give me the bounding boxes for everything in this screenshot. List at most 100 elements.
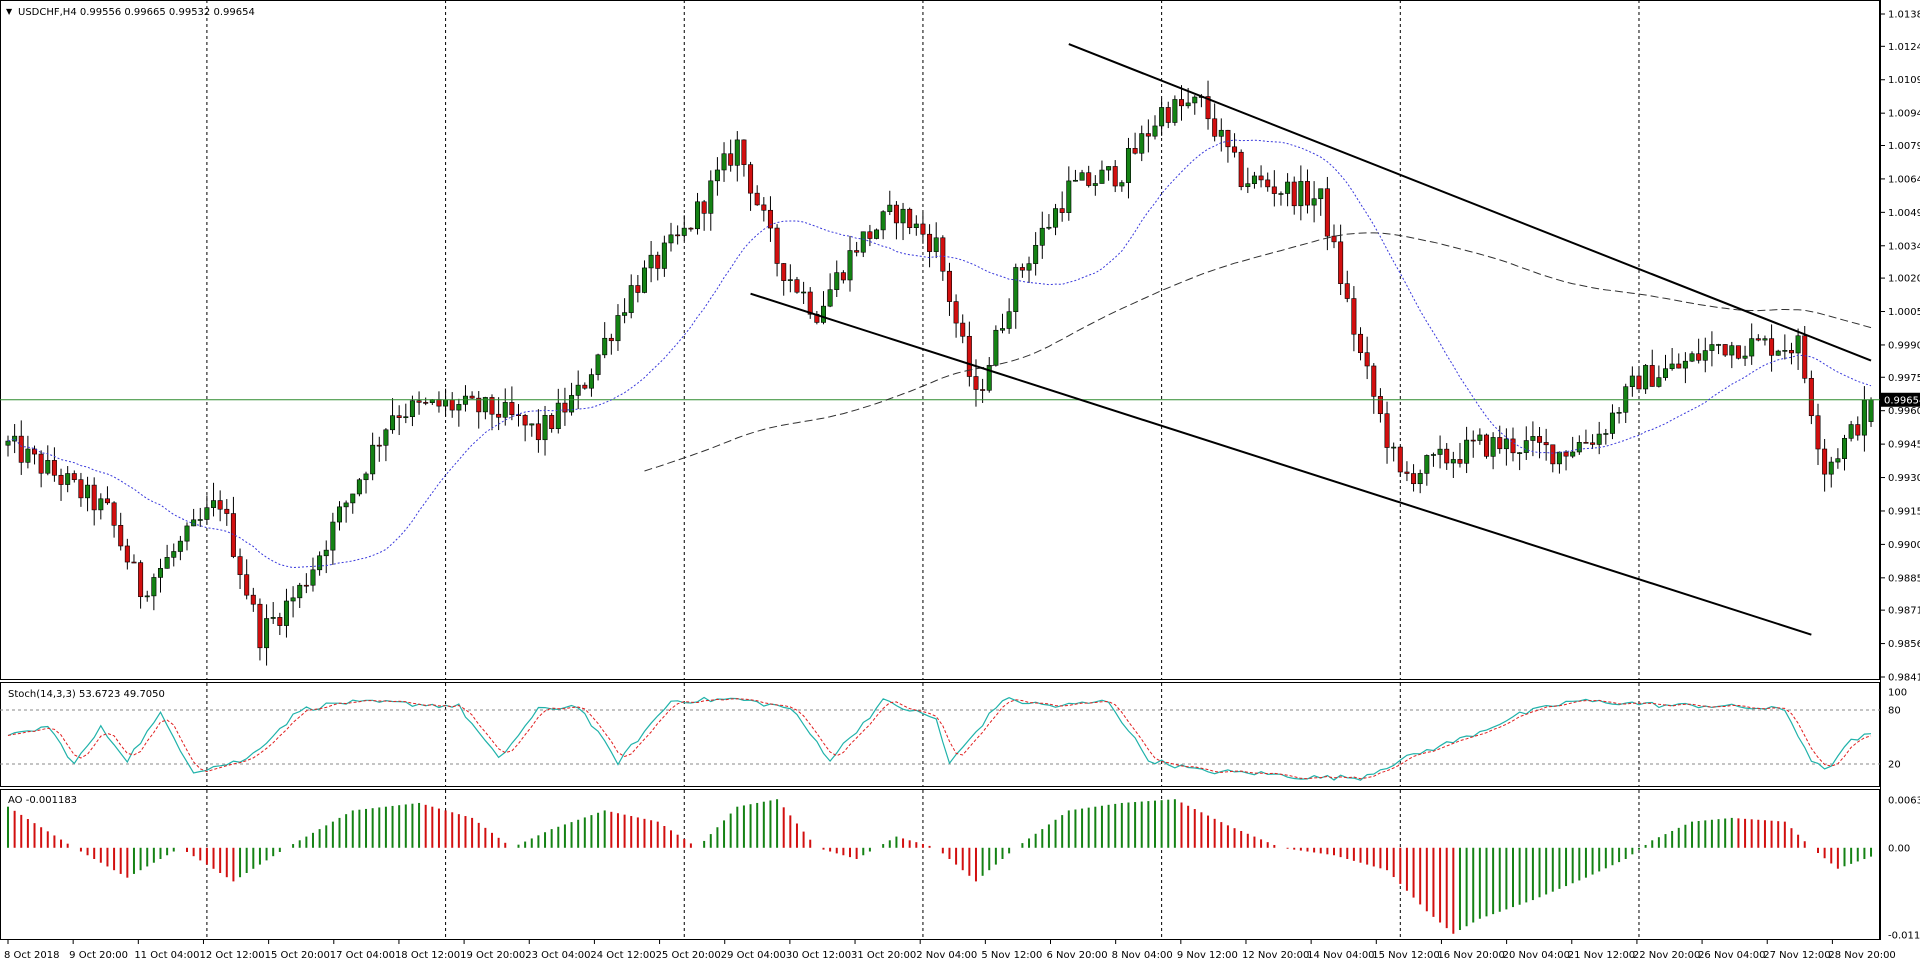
candle	[701, 199, 707, 231]
candle	[847, 235, 853, 292]
candle	[164, 544, 170, 569]
candle	[1855, 416, 1861, 441]
candle	[920, 212, 926, 244]
candle	[1072, 169, 1078, 182]
candle	[628, 274, 634, 319]
candle	[151, 573, 157, 611]
candle	[1563, 450, 1569, 471]
candle	[1623, 383, 1629, 423]
candle	[1212, 103, 1218, 142]
candle	[51, 447, 57, 482]
candle	[1417, 469, 1423, 494]
candle	[98, 493, 104, 520]
candle	[118, 512, 124, 551]
candle	[714, 157, 720, 196]
candle	[1755, 334, 1761, 342]
candle	[1636, 366, 1642, 390]
time-tick-label: 12 Nov 20:00	[1242, 950, 1309, 961]
candle	[761, 197, 767, 222]
time-tick-label: 24 Oct 12:00	[590, 950, 655, 961]
candle	[1842, 434, 1848, 471]
candle	[211, 482, 217, 517]
candle	[1437, 435, 1443, 469]
candle	[529, 423, 535, 437]
candle	[927, 224, 933, 268]
stochastic-pane: 100 80 20	[0, 688, 1907, 781]
candle	[1271, 170, 1277, 207]
candle	[91, 477, 97, 526]
trendline-upper[interactable]	[1068, 43, 1872, 362]
chart-header-dropdown-icon[interactable]: ▼	[6, 7, 13, 16]
candle	[197, 507, 203, 527]
candle	[1669, 347, 1675, 371]
ao-pane-border	[0, 789, 1880, 940]
price-tick-label: 0.99755	[1888, 373, 1920, 384]
candle	[721, 142, 727, 182]
time-tick-label: 19 Oct 20:00	[460, 950, 525, 961]
candle	[1450, 451, 1456, 478]
candle	[820, 291, 826, 325]
candle	[688, 227, 694, 232]
candle	[297, 582, 303, 608]
candle	[960, 314, 966, 344]
candle	[32, 445, 38, 465]
candle	[1099, 160, 1105, 184]
candle	[1517, 452, 1523, 471]
candle	[1430, 452, 1436, 467]
price-tick-label: 0.99605	[1888, 406, 1920, 417]
time-tick-label: 15 Nov 12:00	[1372, 950, 1439, 961]
candle	[78, 472, 84, 507]
candle	[1119, 180, 1125, 192]
candle	[675, 225, 681, 245]
price-tick-label: 1.00795	[1888, 141, 1920, 152]
candle	[509, 386, 515, 421]
candle	[1835, 448, 1841, 469]
candle	[754, 185, 760, 206]
candle	[1033, 232, 1039, 276]
candle	[1550, 444, 1556, 473]
candle	[588, 368, 594, 397]
trendline-lower[interactable]	[750, 292, 1812, 636]
candle	[867, 224, 873, 247]
price-axis: 1.01385 1.01240 1.01090 1.00940 1.00795 1.006…	[1880, 10, 1920, 684]
candle	[403, 403, 409, 424]
trendlines[interactable]	[750, 43, 1872, 636]
candle	[310, 557, 316, 592]
candle	[1053, 203, 1059, 236]
price-tick-label: 0.99305	[1888, 473, 1920, 484]
candle	[1576, 435, 1582, 455]
time-tick-label: 11 Oct 04:00	[134, 950, 199, 961]
candle	[131, 554, 137, 564]
price-tick-label: 0.98855	[1888, 573, 1920, 584]
candle	[416, 391, 422, 415]
candle	[1285, 173, 1291, 207]
candle	[25, 435, 31, 469]
candle	[462, 385, 468, 412]
candle	[1311, 181, 1317, 223]
candle	[336, 501, 342, 531]
candle	[177, 535, 183, 561]
candle	[860, 231, 866, 258]
candle	[695, 192, 701, 235]
candle	[1278, 191, 1284, 206]
time-tick-label: 20 Nov 04:00	[1503, 950, 1570, 961]
ao-label: AO -0.001183	[8, 795, 77, 806]
price-tick-label: 1.00645	[1888, 174, 1920, 185]
candle	[1609, 404, 1615, 440]
candle	[5, 435, 11, 457]
main-price-pane[interactable]	[0, 80, 1880, 666]
candle	[45, 445, 51, 476]
price-tick-label: 1.00495	[1888, 208, 1920, 219]
candle	[1709, 331, 1715, 367]
candle	[71, 470, 77, 483]
candle	[907, 207, 913, 235]
candle	[1125, 137, 1131, 199]
candle	[1676, 353, 1682, 369]
candle	[1344, 270, 1350, 303]
candle	[283, 588, 289, 638]
time-tick-label: 9 Nov 12:00	[1177, 950, 1238, 961]
